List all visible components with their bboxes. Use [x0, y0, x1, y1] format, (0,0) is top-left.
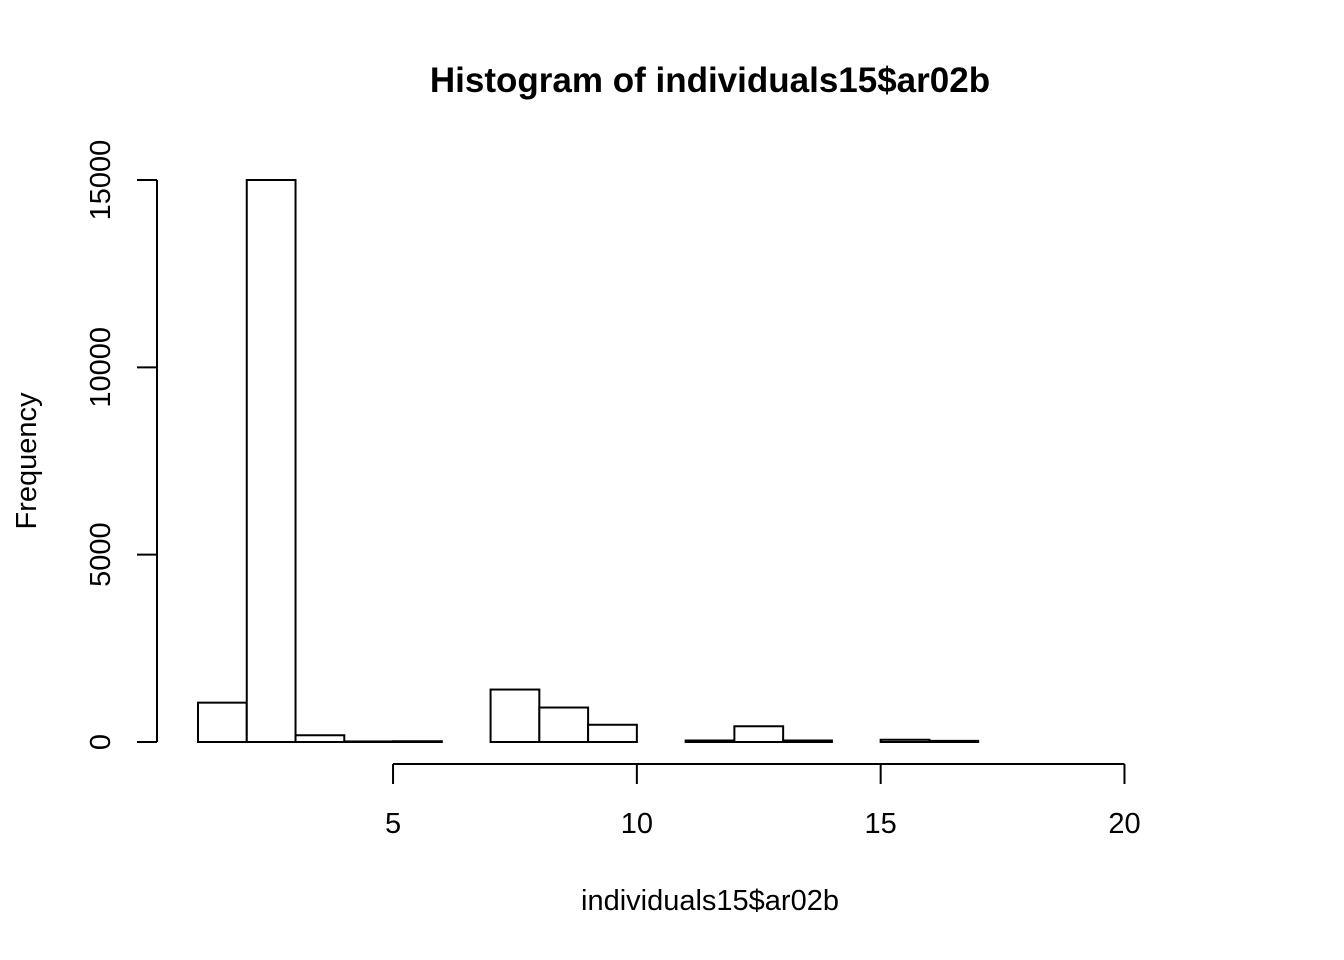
x-axis-label: individuals15$ar02b [581, 885, 839, 917]
histogram-bar [197, 701, 248, 743]
x-axis: 5 10 15 20 [385, 763, 1141, 840]
histogram-bar [489, 688, 541, 744]
x-tick-label: 5 [385, 808, 401, 840]
histogram-bar [782, 739, 833, 744]
y-tick-label: 10000 [85, 327, 117, 408]
y-tick-label: 5000 [85, 522, 117, 587]
histogram-bar [684, 739, 736, 744]
histogram-bar [587, 723, 638, 743]
histogram-bar [294, 734, 346, 743]
histogram-bar [733, 725, 785, 743]
chart-title: Histogram of individuals15$ar02b [430, 61, 990, 100]
histogram-bar [343, 740, 395, 743]
histogram-bar [928, 739, 980, 743]
y-axis: 0 5000 10000 15000 [85, 140, 158, 750]
histogram-bar [245, 179, 297, 743]
histogram-bar [392, 740, 443, 744]
y-tick-label: 0 [85, 734, 117, 750]
x-tick-label: 20 [1108, 808, 1140, 840]
bars-group [197, 179, 980, 744]
histogram-bar [538, 706, 590, 743]
x-tick-label: 10 [621, 808, 653, 840]
histogram-bar [879, 738, 931, 744]
y-tick-label: 15000 [85, 140, 117, 221]
y-axis-label: Frequency [11, 392, 43, 530]
x-tick-label: 15 [865, 808, 897, 840]
